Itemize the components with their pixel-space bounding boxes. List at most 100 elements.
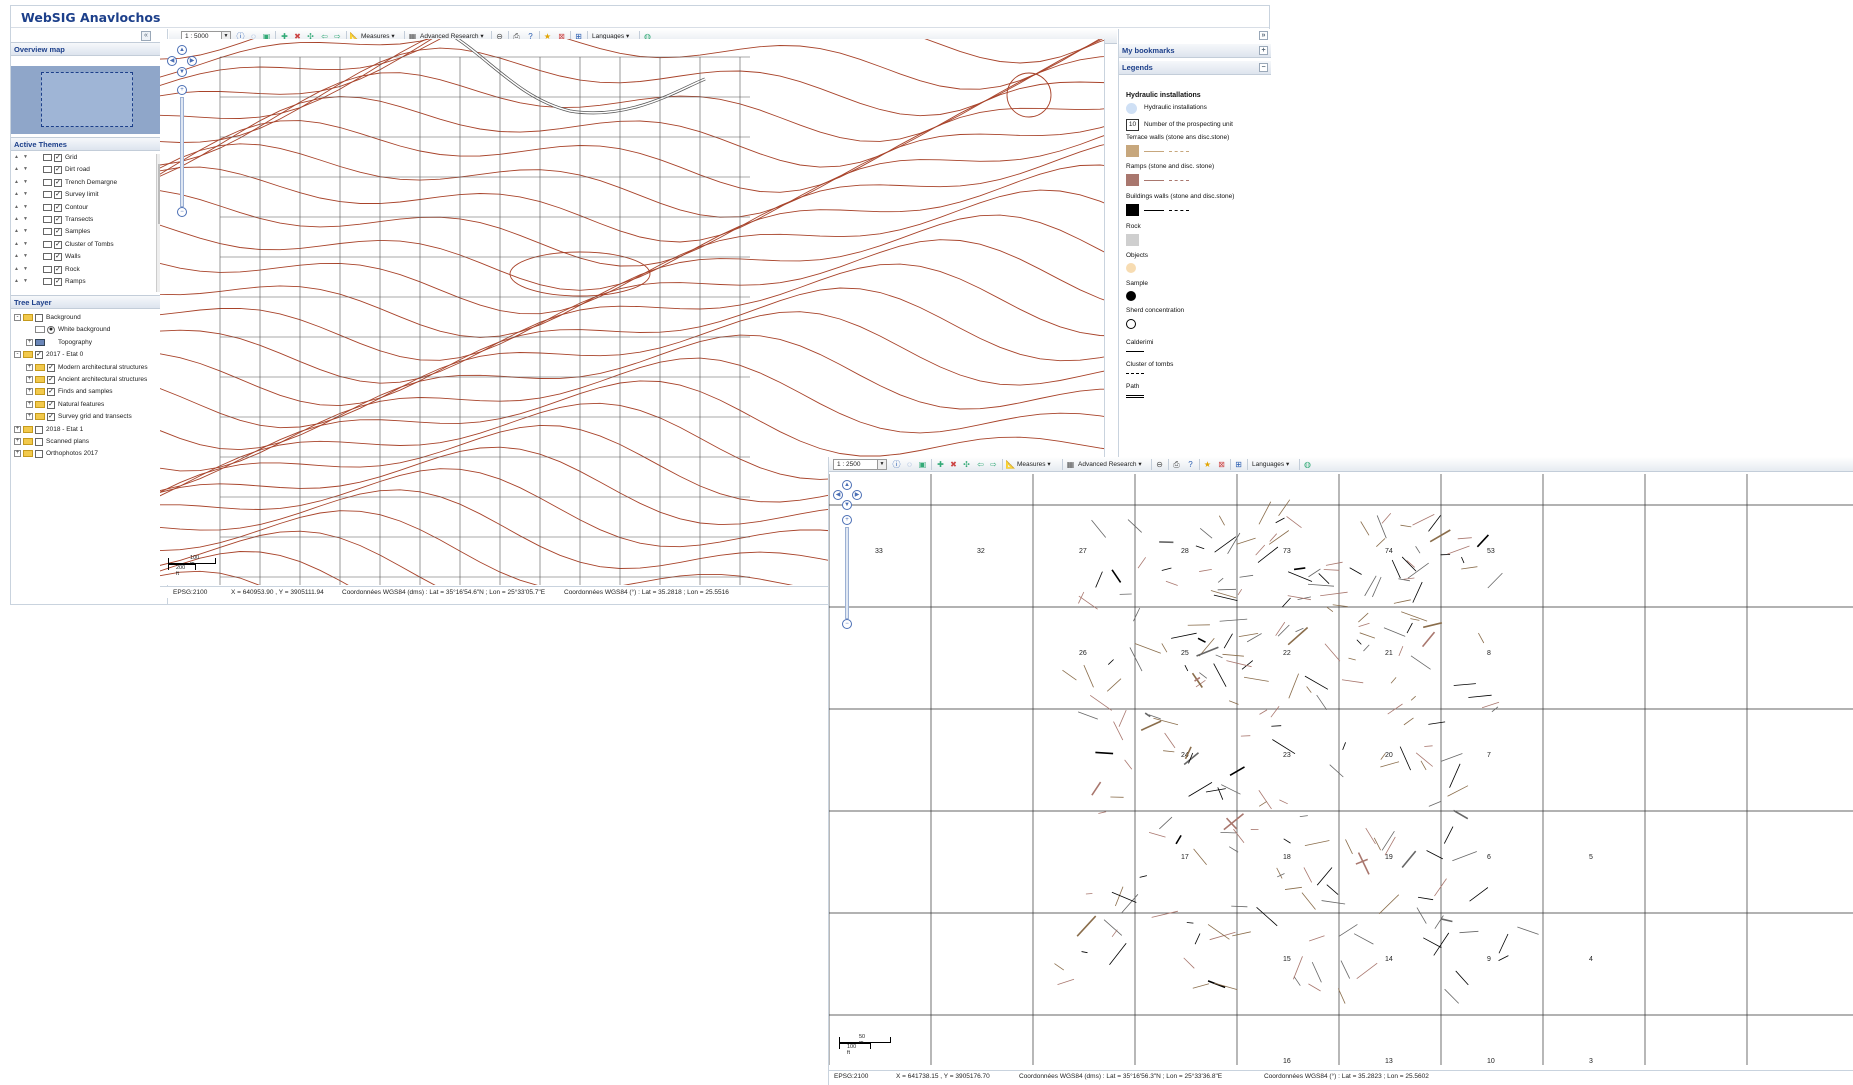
layer-checkbox[interactable]: ✓ — [35, 351, 43, 360]
overview-map[interactable] — [11, 66, 168, 134]
theme-row[interactable]: ▲ ▼ ✓ Grid — [11, 152, 156, 164]
expand-toggle-icon[interactable]: + — [26, 376, 33, 383]
move-up-icon[interactable]: ▲ — [14, 240, 19, 247]
layer-checkbox[interactable] — [35, 438, 43, 446]
pan-right-icon[interactable]: ▶ — [187, 56, 197, 66]
full-extent-icon[interactable]: ✣ — [963, 460, 970, 469]
move-down-icon[interactable]: ▼ — [23, 178, 28, 185]
pan-up-icon[interactable]: ▲ — [177, 45, 187, 55]
expand-toggle-icon[interactable]: + — [26, 400, 33, 408]
collapse-left-panel-button[interactable]: « — [141, 31, 151, 41]
pan-down-icon[interactable]: ▼ — [842, 500, 852, 510]
move-up-icon[interactable]: ▲ — [14, 216, 19, 222]
theme-row[interactable]: ▲ ▼ ✓ Survey limit — [11, 189, 156, 201]
link-icon[interactable]: ⊖ — [496, 32, 503, 41]
expand-toggle-icon[interactable]: + — [14, 425, 21, 433]
expand-toggle-icon[interactable]: + — [14, 438, 21, 445]
move-down-icon[interactable]: ▼ — [23, 166, 28, 173]
move-down-icon[interactable]: ▼ — [23, 228, 28, 235]
zoom-box-icon[interactable]: ▣ — [262, 32, 271, 41]
theme-row[interactable]: ▲ ▼ ✓ Transects — [11, 214, 156, 226]
expand-toggle-icon[interactable]: - — [14, 314, 21, 321]
layer-checkbox[interactable]: ✓ — [47, 363, 55, 372]
active-themes-header[interactable]: Active Themes — [11, 137, 168, 151]
expand-toggle-icon[interactable]: + — [26, 388, 33, 396]
clear-icon[interactable]: ⊠ — [1218, 460, 1225, 469]
layer-style-icon[interactable] — [43, 265, 52, 273]
globe-icon[interactable]: ◍ — [1304, 460, 1311, 469]
pan-left-icon[interactable]: ◀ — [167, 56, 177, 66]
expand-toggle-icon[interactable]: - — [14, 351, 21, 359]
overview-extent-box[interactable] — [41, 72, 133, 127]
move-up-icon[interactable]: ▲ — [14, 191, 19, 198]
move-down-icon[interactable]: ▼ — [23, 253, 28, 260]
theme-checkbox[interactable]: ✓ — [54, 203, 62, 212]
zoom-out-icon[interactable]: ✖ — [294, 32, 301, 41]
layer-style-icon[interactable] — [43, 216, 52, 223]
layer-style-icon[interactable] — [43, 228, 52, 236]
layer-style-icon[interactable] — [43, 166, 52, 174]
main-map-canvas[interactable] — [160, 39, 1105, 585]
expand-toggle-icon[interactable]: + — [26, 363, 33, 371]
theme-checkbox[interactable]: ✓ — [54, 191, 62, 200]
zoom-slider-2[interactable] — [845, 527, 849, 619]
grid-icon[interactable]: ⊞ — [1235, 460, 1242, 469]
theme-checkbox[interactable]: ✓ — [54, 178, 62, 187]
previous-icon[interactable]: ⇦ — [977, 460, 984, 469]
layer-style-icon[interactable] — [43, 253, 52, 261]
info-icon[interactable]: ⓘ — [236, 32, 245, 41]
next-icon[interactable]: ⇨ — [990, 460, 997, 469]
scale-select-2[interactable]: 1 : 2500 ▼ — [833, 459, 887, 470]
theme-row[interactable]: ▲ ▼ ✓ Walls — [11, 251, 156, 263]
move-down-icon[interactable]: ▼ — [23, 278, 28, 284]
theme-checkbox[interactable]: ✓ — [54, 166, 62, 175]
theme-checkbox[interactable]: ✓ — [54, 240, 62, 249]
move-up-icon[interactable]: ▲ — [14, 178, 19, 185]
theme-row[interactable]: ▲ ▼ ✓ Ramps — [11, 276, 156, 288]
move-up-icon[interactable]: ▲ — [14, 228, 19, 235]
zoom-out-icon[interactable]: − — [842, 619, 852, 629]
zoom-in-icon[interactable]: ✚ — [937, 460, 944, 469]
next-icon[interactable]: ⇨ — [334, 32, 341, 41]
bookmark-star-icon[interactable]: ★ — [543, 32, 552, 41]
bookmarks-header[interactable]: My bookmarks + — [1119, 44, 1271, 58]
theme-checkbox[interactable]: ✓ — [54, 228, 62, 237]
move-up-icon[interactable]: ▲ — [14, 166, 19, 173]
previous-icon[interactable]: ⇦ — [321, 32, 328, 41]
info-icon[interactable]: ⓘ — [892, 460, 901, 469]
expand-toggle-icon[interactable]: + — [14, 450, 21, 458]
expand-toggle-icon[interactable]: + — [26, 338, 33, 346]
overview-map-header[interactable]: Overview map — [11, 42, 168, 56]
collapse-legends-icon[interactable]: − — [1259, 63, 1268, 72]
print-icon[interactable]: ⎙ — [513, 32, 520, 41]
zoom-box-icon[interactable]: ▣ — [918, 460, 927, 469]
measures-menu-2[interactable]: Measures ▾ — [1017, 461, 1051, 468]
pan-down-icon[interactable]: ▼ — [177, 67, 187, 77]
radio-button[interactable]: ● — [47, 326, 55, 335]
main-map[interactable]: ▲ ◀ ▶ ▼ + − 100 m 200 ft — [160, 39, 1105, 585]
theme-row[interactable]: ▲ ▼ ✓ Contour — [11, 202, 156, 214]
print-icon[interactable]: ⎙ — [1173, 460, 1180, 469]
layer-style-icon[interactable] — [43, 191, 52, 199]
pan-right-icon[interactable]: ▶ — [852, 490, 862, 500]
move-up-icon[interactable]: ▲ — [14, 203, 19, 210]
layer-style-icon[interactable] — [43, 178, 52, 186]
globe-icon[interactable]: ◍ — [644, 32, 651, 41]
move-down-icon[interactable]: ▼ — [23, 203, 28, 210]
theme-row[interactable]: ▲ ▼ ✓ Cluster of Tombs — [11, 239, 156, 251]
zoom-out-icon[interactable]: − — [177, 207, 187, 217]
zoomed-map-canvas[interactable]: 33 32 27 28 73 74 53 26 25 22 21 8 24 23 20 7 17 18 19 6 5 15… — [829, 474, 1853, 1065]
zoom-in-icon[interactable]: + — [177, 85, 187, 95]
move-up-icon[interactable]: ▲ — [14, 265, 19, 272]
layer-checkbox[interactable]: ✓ — [47, 400, 55, 409]
expand-bookmarks-icon[interactable]: + — [1259, 46, 1268, 55]
full-extent-icon[interactable]: ✣ — [307, 32, 314, 41]
zoom-in-icon[interactable]: + — [842, 515, 852, 525]
theme-row[interactable]: ▲ ▼ ✓ Rock — [11, 264, 156, 276]
layer-checkbox[interactable]: ✓ — [47, 388, 55, 397]
move-down-icon[interactable]: ▼ — [23, 154, 28, 160]
theme-row[interactable]: ▲ ▼ ✓ Samples — [11, 226, 156, 238]
theme-checkbox[interactable]: ✓ — [54, 253, 62, 262]
pan-left-icon[interactable]: ◀ — [833, 490, 843, 500]
pan-icon[interactable]: ◌ — [907, 460, 912, 469]
